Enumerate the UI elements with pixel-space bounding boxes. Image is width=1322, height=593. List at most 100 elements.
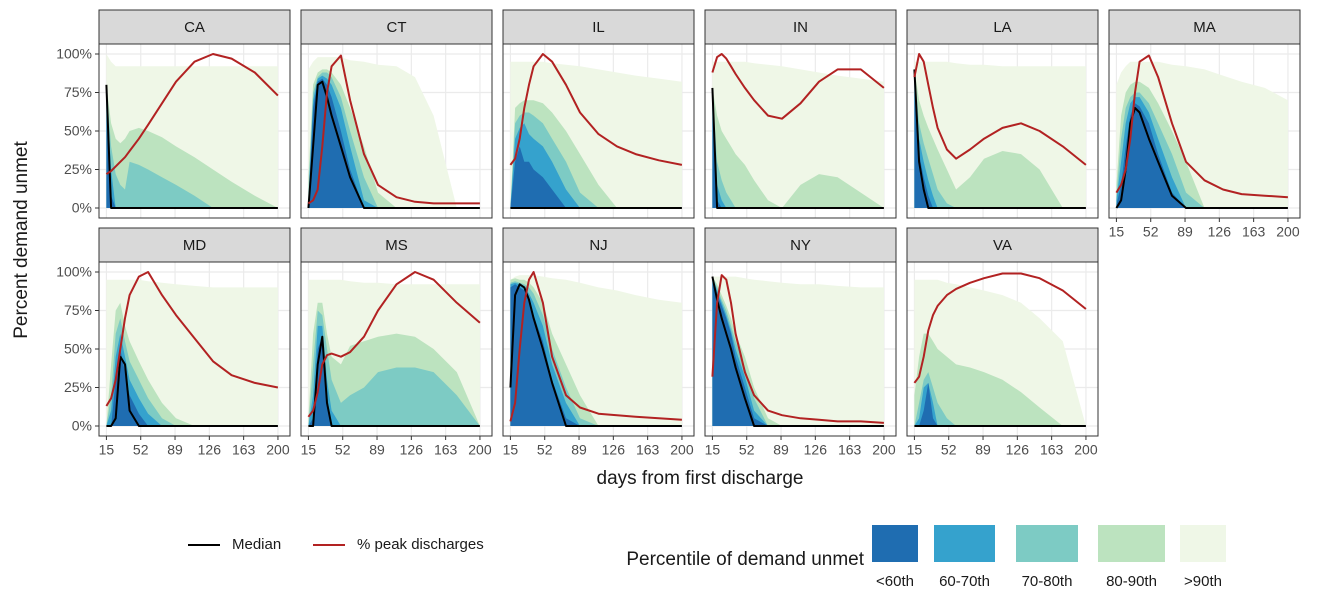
percentile-area — [712, 276, 884, 426]
strip-label: VA — [993, 237, 1012, 254]
y-tick-label: 0% — [72, 418, 92, 434]
y-tick-label: 50% — [64, 341, 92, 357]
percentile-area — [712, 61, 884, 208]
percentile-area — [308, 336, 480, 426]
strip-label: MS — [385, 237, 408, 254]
series-line — [711, 53, 885, 120]
series-line — [913, 69, 1086, 209]
x-tick-label: 200 — [872, 442, 896, 458]
legend-key — [934, 525, 995, 562]
y-tick-label: 100% — [56, 46, 92, 62]
percentile-area — [914, 69, 1086, 209]
series-line — [509, 283, 682, 427]
facet-panel: LA — [906, 9, 1099, 219]
series-line — [105, 271, 279, 407]
x-tick-label: 15 — [301, 442, 317, 458]
facet-panel: VA 15 52 89 126 163 200 — [906, 227, 1099, 458]
percentile-area — [106, 349, 278, 426]
percentile-area — [106, 302, 278, 426]
panel-border — [704, 43, 897, 219]
x-tick-label: 52 — [335, 442, 351, 458]
strip-background — [704, 9, 897, 45]
facet-panel: CT — [300, 9, 493, 219]
legend-label: 60-70th — [939, 573, 990, 590]
x-tick-label: 89 — [369, 442, 385, 458]
series-line — [711, 274, 884, 424]
legend-key — [872, 525, 918, 562]
x-tick-label: 200 — [1074, 442, 1098, 458]
legend-label: <60th — [876, 573, 914, 590]
series-line — [913, 53, 1087, 166]
legend-title: Percentile of demand unmet — [626, 549, 864, 570]
percentile-area — [510, 123, 682, 208]
strip-background — [502, 227, 695, 263]
series-line — [106, 355, 278, 427]
x-tick-label: 200 — [468, 442, 492, 458]
x-tick-label: 200 — [1276, 224, 1300, 240]
percentile-area — [914, 333, 1086, 426]
percentile-area — [308, 78, 480, 208]
percentile-area — [712, 87, 884, 208]
legend-label: 70-80th — [1022, 573, 1073, 590]
panel-border — [502, 261, 695, 437]
y-tick-label: 0% — [72, 200, 92, 216]
legend-label: Median — [232, 536, 281, 553]
facet-panel: IN — [704, 9, 897, 219]
percentile-area — [308, 310, 480, 426]
strip-background — [98, 227, 291, 263]
percentile-area — [914, 61, 1086, 208]
facet-panel: CA 0% 25% 50% 75% 100% — [56, 9, 291, 219]
strip-background — [1108, 9, 1301, 45]
panel-border — [1108, 43, 1301, 219]
x-tick-label: 126 — [602, 442, 626, 458]
x-tick-label: 126 — [804, 442, 828, 458]
x-tick-label: 163 — [636, 442, 660, 458]
y-tick-label: 25% — [64, 379, 92, 395]
x-tick-label: 15 — [907, 442, 923, 458]
facet-panel: MS 15 52 89 126 163 200 — [300, 227, 493, 458]
legend-key — [1098, 525, 1165, 562]
panel-border — [300, 261, 493, 437]
facet-panel: IL — [502, 9, 695, 219]
x-tick-label: 15 — [705, 442, 721, 458]
series-line — [307, 54, 480, 205]
x-tick-label: 163 — [1040, 442, 1064, 458]
x-axis-title: days from first discharge — [597, 468, 804, 489]
series-line — [105, 53, 279, 175]
series-line — [307, 80, 480, 209]
facet-panel: MD 0% 25% 50% 75% 100% 15 52 89 126 163 200 — [56, 227, 291, 458]
strip-label: LA — [993, 19, 1011, 36]
y-tick-label: 50% — [64, 123, 92, 139]
strip-label: CA — [184, 19, 205, 36]
percentile-area — [510, 146, 682, 208]
panel-border — [502, 43, 695, 219]
y-tick-label: 75% — [64, 302, 92, 318]
series-line — [1115, 54, 1288, 199]
strip-background — [98, 9, 291, 45]
strip-background — [906, 227, 1099, 263]
legend-label: >90th — [1184, 573, 1222, 590]
x-tick-label: 163 — [1242, 224, 1266, 240]
facet-panel: NJ 15 52 89 126 163 200 — [502, 227, 695, 458]
legend-label: 80-90th — [1106, 573, 1157, 590]
percentile-area — [1116, 103, 1288, 208]
percentile-area — [914, 382, 1086, 426]
strip-label: NY — [790, 237, 811, 254]
x-tick-label: 52 — [133, 442, 149, 458]
series-line — [509, 53, 683, 166]
series-line — [308, 335, 480, 427]
legend-label: % peak discharges — [357, 536, 484, 553]
x-tick-label: 89 — [167, 442, 183, 458]
y-tick-label: 100% — [56, 264, 92, 280]
series-line — [105, 84, 278, 209]
x-tick-label: 89 — [975, 442, 991, 458]
x-tick-label: 163 — [232, 442, 256, 458]
percentile-area — [510, 284, 682, 426]
y-tick-label: 75% — [64, 84, 92, 100]
strip-background — [704, 227, 897, 263]
panel-border — [300, 43, 493, 219]
legend-key — [1016, 525, 1078, 562]
facet-panel: NY 15 52 89 126 163 200 — [704, 227, 897, 458]
x-tick-label: 126 — [1006, 442, 1030, 458]
